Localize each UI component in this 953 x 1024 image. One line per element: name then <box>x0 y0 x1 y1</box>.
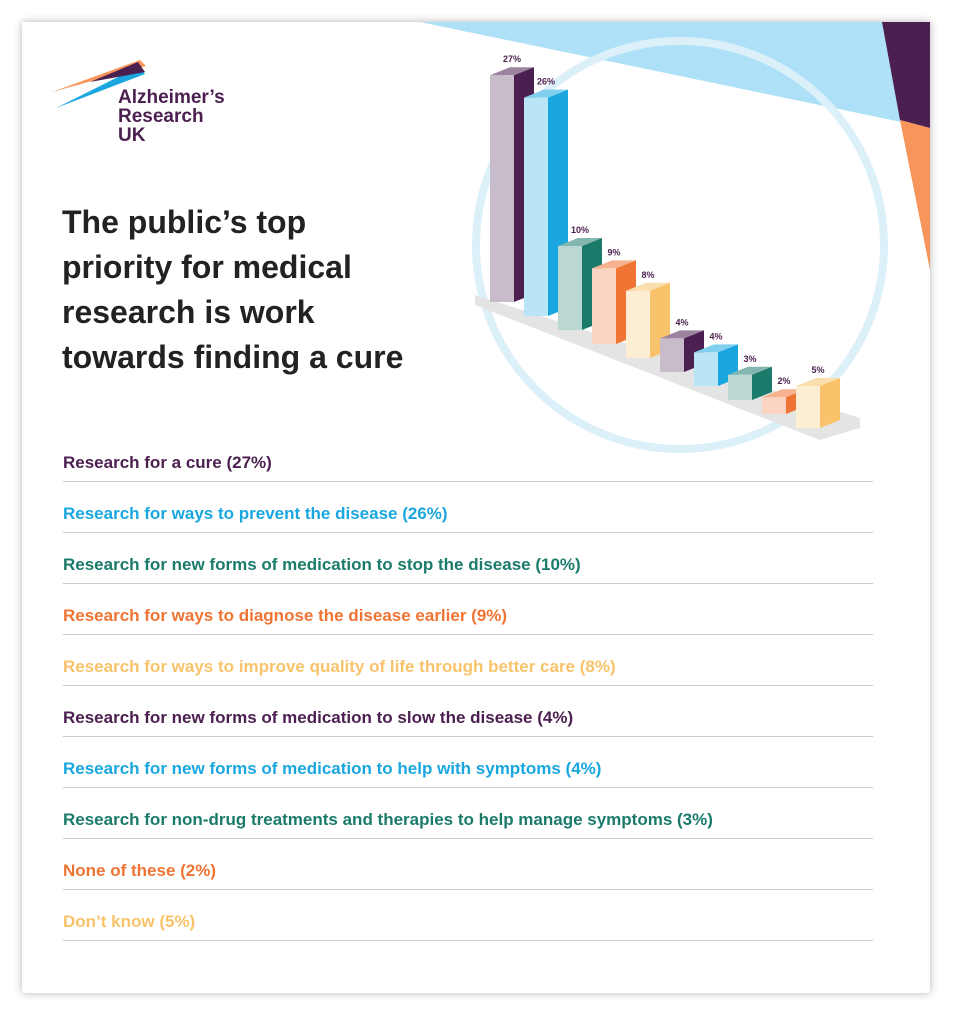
logo-mark <box>56 66 145 108</box>
value-label: 26% <box>537 77 555 87</box>
bar-top <box>728 366 772 375</box>
bar-top <box>660 330 704 339</box>
value-label: 4% <box>675 317 688 327</box>
legend-label: None of these (2%) <box>63 861 217 880</box>
bar-top <box>524 89 568 98</box>
card <box>22 22 930 993</box>
value-label: 9% <box>607 247 620 257</box>
bar <box>524 97 548 316</box>
value-label: 8% <box>641 270 654 280</box>
value-label: 10% <box>571 225 589 235</box>
bar-top <box>592 260 636 269</box>
bar-side <box>820 378 840 428</box>
legend-row: Research for new forms of medication to … <box>63 533 873 584</box>
bar <box>490 75 514 302</box>
bar <box>626 290 650 358</box>
bar <box>728 374 752 400</box>
legend-label: Research for new forms of medication to … <box>63 759 602 778</box>
legend-label: Research for new forms of medication to … <box>63 555 581 574</box>
logo-text: Alzheimer’s <box>118 87 225 108</box>
bar <box>660 338 684 372</box>
logo-text: Research <box>118 106 204 127</box>
chart-title: The public’s top priority for medical re… <box>62 204 404 375</box>
legend-row: Research for new forms of medication to … <box>63 737 873 788</box>
logo-mark <box>90 62 145 82</box>
value-label: 27% <box>503 54 521 64</box>
legend-row: None of these (2%) <box>63 839 873 890</box>
legend-row: Research for new forms of medication to … <box>63 686 873 737</box>
legend-row: Research for non-drug treatments and the… <box>63 788 873 839</box>
bar <box>558 246 582 330</box>
bars: 27% 26% 10% 9% 8% 4% 4% 3% 2% 5% <box>490 54 840 428</box>
decor <box>882 22 930 128</box>
bar <box>592 268 616 344</box>
bar-top <box>490 67 534 76</box>
value-label: 2% <box>777 376 790 386</box>
value-label: 5% <box>811 365 824 375</box>
legend-label: Don’t know (5%) <box>63 912 196 931</box>
decor <box>420 22 930 128</box>
legend-row: Research for ways to diagnose the diseas… <box>63 584 873 635</box>
decor <box>900 120 930 270</box>
legend-row: Research for a cure (27%) <box>63 431 873 482</box>
legend-label: Research for ways to diagnose the diseas… <box>63 606 508 625</box>
bar-top <box>694 344 738 353</box>
legend-label: Research for non-drug treatments and the… <box>63 810 713 829</box>
legend-label: Research for a cure (27%) <box>63 453 272 472</box>
bar <box>694 352 718 386</box>
logo: Alzheimer’s Research UK <box>118 88 225 145</box>
bar-top <box>558 238 602 246</box>
legend-row: Research for ways to prevent the disease… <box>63 482 873 533</box>
bar-side <box>752 366 772 400</box>
legend-label: Research for ways to improve quality of … <box>63 657 616 676</box>
logo-mark <box>52 60 146 92</box>
legend-row: Research for ways to improve quality of … <box>63 635 873 686</box>
legend-label: Research for ways to prevent the disease… <box>63 504 448 523</box>
legend-row: Don’t know (5%) <box>63 890 873 941</box>
bar-top <box>626 282 670 291</box>
bar-top <box>762 389 806 398</box>
value-label: 4% <box>709 331 722 341</box>
ring <box>472 37 888 453</box>
legend-label: Research for new forms of medication to … <box>63 708 574 727</box>
bar <box>762 397 786 414</box>
bar-top <box>796 378 840 386</box>
logo-text: UK <box>118 125 146 146</box>
value-label: 3% <box>743 354 756 364</box>
bar <box>796 386 820 428</box>
